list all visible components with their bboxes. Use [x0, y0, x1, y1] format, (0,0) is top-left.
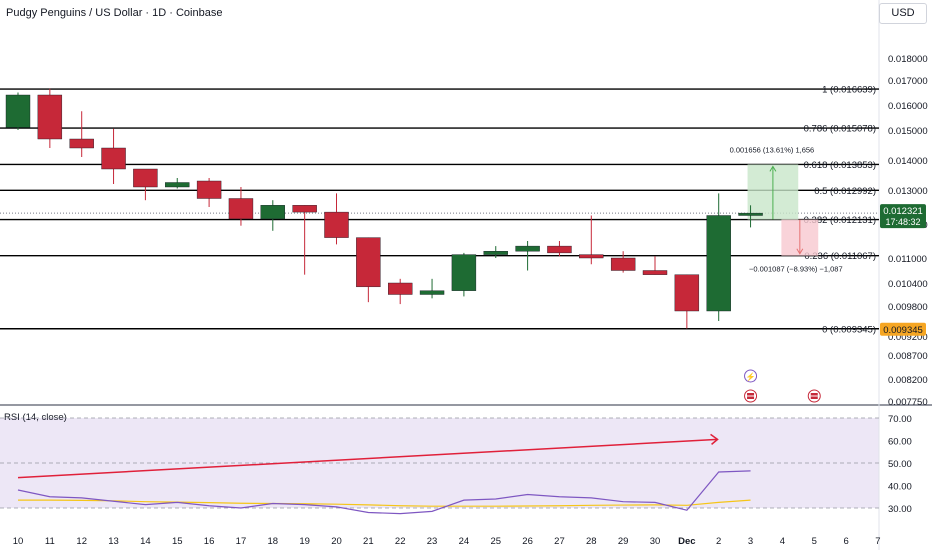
candle-body	[292, 205, 317, 213]
price-tick-label: 0.007750	[888, 397, 928, 408]
candle-body	[37, 94, 63, 140]
x-tick-label: 30	[650, 536, 661, 547]
current-price-value: 0.012321	[883, 206, 923, 217]
price-tick-label: 0.009200	[888, 332, 928, 343]
x-tick-label: Dec	[678, 536, 695, 547]
measure-down-arrowhead	[796, 248, 804, 255]
measure-down-label: −0.001087 (−8.93%) −1,087	[749, 265, 843, 274]
price-tick-label: 0.017000	[888, 76, 928, 87]
candle-body	[388, 282, 413, 295]
x-tick-label: 3	[748, 536, 753, 547]
x-tick-label: 24	[459, 536, 470, 547]
x-tick-label: 11	[45, 536, 55, 547]
fib-level-label: 0.382 (0.012131)	[804, 215, 876, 226]
x-tick-label: 5	[812, 536, 817, 547]
rsi-tick-label: 30.00	[888, 504, 912, 515]
candle-body	[738, 212, 763, 216]
candle-body	[515, 245, 540, 252]
candle-body	[356, 237, 381, 288]
x-tick-label: 28	[586, 536, 597, 547]
rsi-line	[17, 470, 751, 515]
fib-level-label: 0.236 (0.011067)	[804, 251, 876, 262]
candle-body	[324, 211, 349, 238]
price-tick-label: 0.018000	[888, 54, 928, 65]
x-tick-label: 18	[268, 536, 279, 547]
price-tick-label: 0.009800	[888, 302, 928, 313]
x-tick-label: 19	[299, 536, 310, 547]
candle-body	[579, 254, 604, 259]
rsi-band	[0, 418, 879, 508]
candle-body	[196, 180, 222, 199]
rsi-tick-label: 70.00	[888, 414, 912, 425]
rsi-trend-arrowhead	[710, 433, 719, 445]
candle-body	[228, 198, 254, 220]
candle-body	[133, 168, 158, 188]
x-tick-label: 14	[140, 536, 151, 547]
x-tick-label: 29	[618, 536, 629, 547]
x-tick-label: 4	[780, 536, 785, 547]
candle-body	[165, 182, 190, 188]
candle-body	[674, 274, 700, 312]
rsi-tick-label: 50.00	[888, 459, 912, 470]
currency-button[interactable]: USD	[879, 3, 927, 24]
price-tick-label: 0.016000	[888, 101, 928, 112]
rsi-tick-label: 60.00	[888, 437, 912, 448]
candle-body	[483, 250, 508, 255]
price-tick-label: 0.008200	[888, 375, 928, 386]
price-tick-label: 0.013000	[888, 186, 928, 197]
rsi-ma-line	[18, 499, 751, 507]
chart-title: Pudgy Penguins / US Dollar · 1D · Coinba…	[6, 7, 223, 19]
candle-body	[706, 215, 731, 312]
x-tick-label: 10	[13, 536, 24, 547]
rsi-title: RSI (14, close)	[4, 412, 67, 423]
rsi-tick-label: 40.00	[888, 482, 912, 493]
fib0-price-value: 0.009345	[883, 325, 923, 336]
x-tick-label: 17	[236, 536, 247, 547]
x-tick-label: 25	[490, 536, 501, 547]
candle-body	[69, 138, 94, 149]
measure-up-arrowhead	[769, 165, 777, 172]
lightning-glyph: ⚡	[746, 372, 756, 382]
fib-level-label: 0.786 (0.015078)	[804, 124, 876, 135]
x-tick-label: 27	[554, 536, 565, 547]
candle-body	[451, 254, 477, 291]
x-tick-label: 26	[522, 536, 533, 547]
x-tick-label: 2	[716, 536, 721, 547]
candle-body	[419, 290, 445, 295]
fib-level-label: 1 (0.016639)	[822, 85, 876, 96]
x-tick-label: 21	[363, 536, 374, 547]
candle-countdown: 17:48:32	[885, 217, 920, 227]
candle-body	[5, 94, 31, 128]
x-tick-label: 12	[76, 536, 87, 547]
candle-body	[547, 245, 572, 254]
x-tick-label: 22	[395, 536, 406, 547]
x-tick-label: 13	[108, 536, 119, 547]
candle-body	[101, 147, 126, 170]
x-tick-label: 7	[875, 536, 880, 547]
x-tick-label: 15	[172, 536, 183, 547]
current-price-tag	[880, 204, 926, 229]
price-tick-label: 0.011000	[888, 254, 927, 265]
fib-level-label: 0.5 (0.012992)	[814, 186, 876, 197]
fib-level-label: 0.618 (0.013853)	[804, 160, 876, 171]
price-tick-label: 0.014000	[888, 156, 928, 167]
price-tick-label: 0.010400	[888, 279, 928, 290]
price-tick-label: 0.015000	[888, 126, 928, 137]
fib0-price-tag	[880, 322, 926, 336]
candle-body	[610, 257, 636, 271]
price-tick-label: 0.008700	[888, 351, 928, 362]
x-tick-label: 6	[843, 536, 848, 547]
x-tick-label: 20	[331, 536, 342, 547]
candle-body	[260, 205, 285, 220]
measure-up-label: 0.001656 (13.61%) 1,656	[730, 145, 815, 154]
x-tick-label: 16	[204, 536, 215, 547]
x-tick-label: 23	[427, 536, 438, 547]
lightning-icon	[744, 369, 758, 383]
candle-body	[642, 270, 668, 275]
fib-level-label: 0 (0.009345)	[822, 324, 876, 335]
rsi-trend-arrow	[17, 438, 718, 479]
